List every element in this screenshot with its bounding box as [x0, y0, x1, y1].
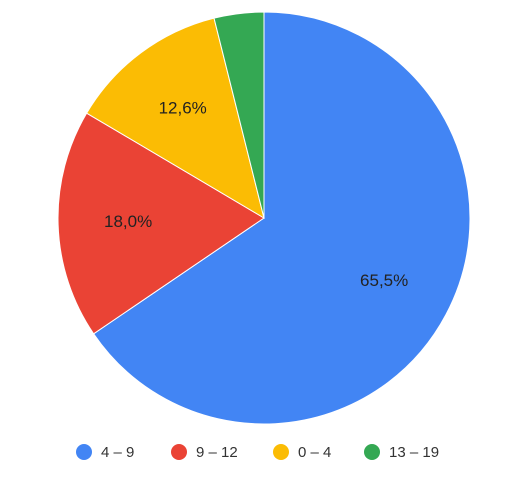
pie-slice	[92, 11, 471, 425]
slice-label: 65,5%	[360, 271, 408, 290]
legend-swatch	[171, 444, 187, 460]
legend-swatch	[76, 444, 92, 460]
slice-label: 18,0%	[104, 212, 152, 231]
slice-label: 12,6%	[159, 99, 207, 118]
legend-label: 4 – 9	[101, 444, 134, 461]
pie-slice	[86, 17, 265, 220]
legend-swatch	[364, 444, 380, 460]
legend-swatch	[273, 444, 289, 460]
legend-label: 9 – 12	[196, 444, 238, 461]
pie-slice	[57, 112, 265, 335]
pie-slice	[213, 11, 265, 219]
legend-label: 0 – 4	[298, 444, 331, 461]
legend-label: 13 – 19	[389, 444, 439, 461]
